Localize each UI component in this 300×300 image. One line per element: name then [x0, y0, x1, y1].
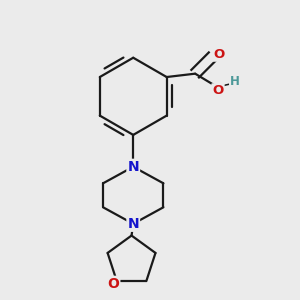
Text: O: O — [107, 277, 119, 291]
Text: H: H — [230, 75, 240, 88]
Text: O: O — [213, 48, 224, 61]
Text: O: O — [212, 84, 224, 97]
Text: N: N — [128, 217, 139, 231]
Text: N: N — [128, 160, 139, 174]
